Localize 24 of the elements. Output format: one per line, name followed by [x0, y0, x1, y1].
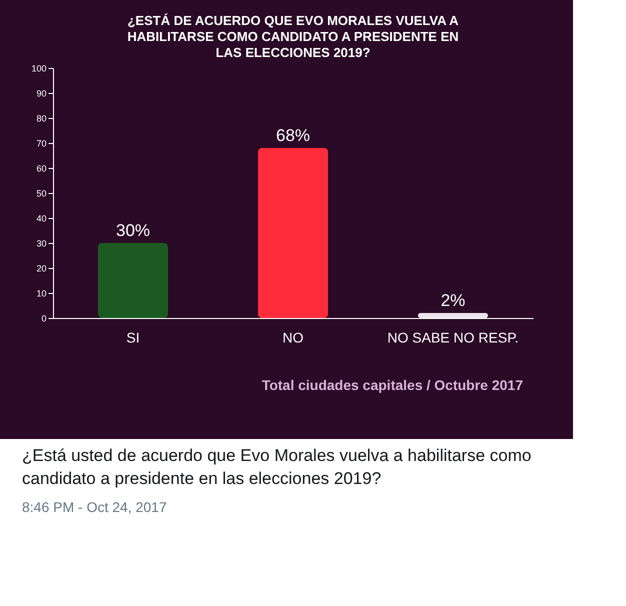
text: ¿Está usted de acuerdo que Evo Morales vuelva a habilitarse como candidato a presidente en las elecciones 2019?: [21, 445, 532, 490]
y-tick-label: 60: [36, 164, 46, 174]
y-tick-label: 50: [36, 188, 46, 198]
chart-title: ¿ESTÁ DE ACUERDO QUE EVO MORALES VUELVA A HABILITARSE COMO CANDIDATO A PRESIDENTE EN LAS ELECCIONES 2019?: [127, 13, 460, 60]
bar: [418, 313, 488, 318]
y-tick-label: 20: [36, 264, 46, 274]
x-tick-label: NO SABE NO RESP.: [387, 330, 519, 346]
data-label: 2%: [440, 291, 466, 310]
x-tick-label: SI: [126, 330, 140, 346]
text: 8:46 PM - Oct 24, 2017: [21, 498, 168, 517]
text: Total ciudades capitales / Octubre 2017: [262, 377, 524, 393]
y-tick-label: 10: [36, 288, 46, 298]
y-tick-label: 30: [36, 238, 46, 248]
x-tick-label: NO: [282, 330, 304, 346]
y-tick-label: 100: [31, 64, 46, 74]
bar: [98, 243, 168, 318]
bar: [258, 148, 328, 318]
y-tick-label: 70: [36, 138, 46, 148]
y-tick-label: 80: [36, 114, 46, 124]
y-tick-label: 40: [36, 214, 46, 224]
y-tick-label: 0: [41, 314, 46, 324]
y-tick-label: 90: [36, 88, 46, 98]
data-label: 30%: [116, 221, 150, 240]
data-label: 68%: [276, 126, 310, 145]
